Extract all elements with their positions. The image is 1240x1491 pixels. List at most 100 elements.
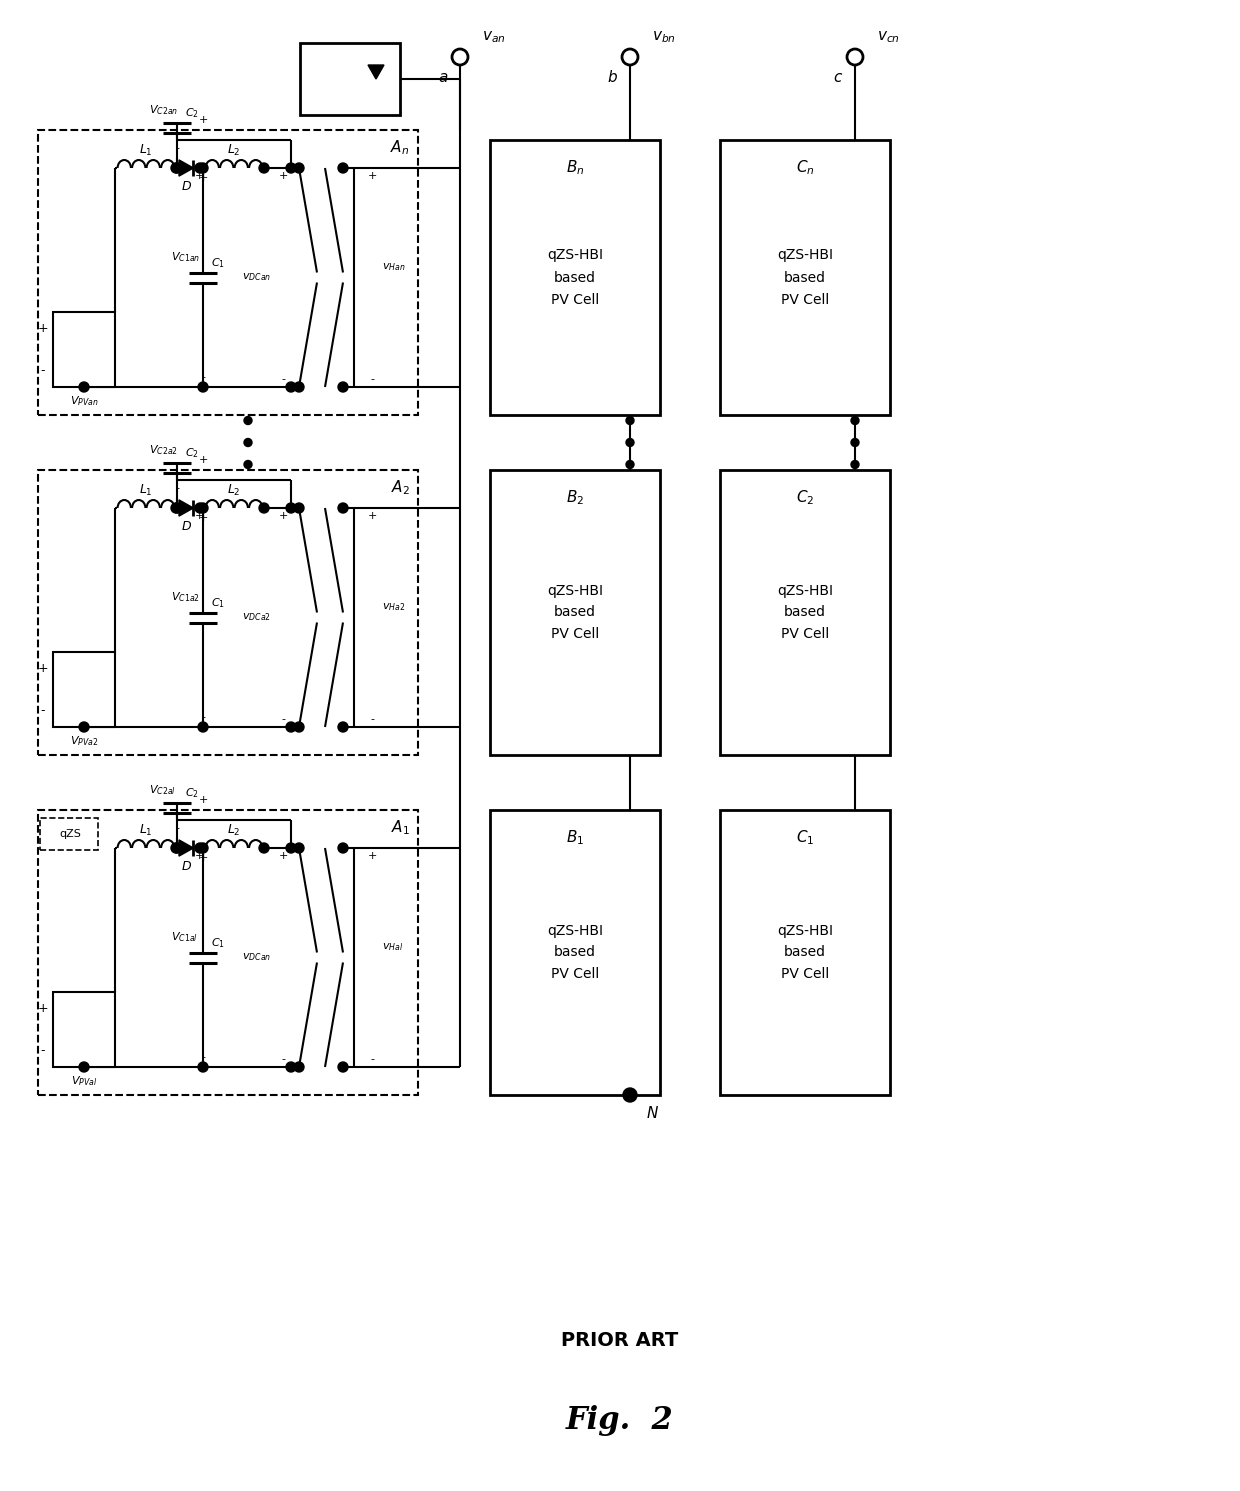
Text: qZS: qZS xyxy=(60,829,81,839)
Circle shape xyxy=(79,1062,89,1072)
Circle shape xyxy=(294,1062,304,1072)
Text: PV Cell: PV Cell xyxy=(781,968,830,981)
Text: +: + xyxy=(367,171,377,180)
Text: $b$: $b$ xyxy=(608,69,618,85)
Text: -: - xyxy=(370,714,374,725)
Circle shape xyxy=(198,382,208,392)
Text: +: + xyxy=(278,851,288,860)
Circle shape xyxy=(172,163,182,173)
Bar xyxy=(720,810,890,1094)
Text: $B_n$: $B_n$ xyxy=(565,158,584,177)
Text: $v_{DCan}$: $v_{DCan}$ xyxy=(242,951,272,963)
Circle shape xyxy=(294,163,304,173)
Text: $B_1$: $B_1$ xyxy=(565,829,584,847)
Text: $V_{PVan}$: $V_{PVan}$ xyxy=(69,394,98,409)
Text: based: based xyxy=(554,605,596,619)
Circle shape xyxy=(339,163,348,173)
Bar xyxy=(490,140,660,414)
Circle shape xyxy=(286,842,296,853)
Circle shape xyxy=(294,722,304,732)
Polygon shape xyxy=(179,499,193,516)
Text: $C_n$: $C_n$ xyxy=(796,158,815,177)
Text: $L_1$: $L_1$ xyxy=(139,483,153,498)
Circle shape xyxy=(172,502,182,513)
Text: PV Cell: PV Cell xyxy=(551,292,599,307)
Text: +: + xyxy=(278,171,288,180)
Polygon shape xyxy=(179,839,193,856)
Text: qZS-HBI: qZS-HBI xyxy=(547,583,603,598)
Circle shape xyxy=(339,722,348,732)
Circle shape xyxy=(626,438,634,446)
Text: $v_{cn}$: $v_{cn}$ xyxy=(877,30,900,45)
Text: $B_2$: $B_2$ xyxy=(565,489,584,507)
Text: -: - xyxy=(201,371,205,382)
Bar xyxy=(490,810,660,1094)
Text: -: - xyxy=(41,704,45,717)
Text: $v_{DCan}$: $v_{DCan}$ xyxy=(242,271,272,283)
Text: $V_{C1an}$: $V_{C1an}$ xyxy=(171,250,200,264)
Text: -: - xyxy=(41,364,45,377)
Bar xyxy=(38,810,418,1094)
Circle shape xyxy=(244,438,252,446)
Circle shape xyxy=(171,502,181,513)
Circle shape xyxy=(339,382,348,392)
Text: -: - xyxy=(175,483,179,494)
Text: $V_{C2al}$: $V_{C2al}$ xyxy=(149,783,176,796)
Text: -: - xyxy=(281,1054,285,1065)
Text: $D$: $D$ xyxy=(181,519,192,532)
Text: qZS-HBI: qZS-HBI xyxy=(777,583,833,598)
Circle shape xyxy=(294,842,304,853)
Text: $V_{PVa2}$: $V_{PVa2}$ xyxy=(69,734,98,748)
Text: $D$: $D$ xyxy=(181,859,192,872)
Text: $N$: $N$ xyxy=(646,1105,658,1121)
Text: $v_{Ha2}$: $v_{Ha2}$ xyxy=(382,601,405,613)
Text: $L_2$: $L_2$ xyxy=(227,143,241,158)
Text: $A_n$: $A_n$ xyxy=(391,139,409,158)
Text: PV Cell: PV Cell xyxy=(551,628,599,641)
Text: $C_1$: $C_1$ xyxy=(211,596,224,610)
Text: +: + xyxy=(195,851,203,860)
Text: -: - xyxy=(41,1044,45,1057)
Circle shape xyxy=(294,382,304,392)
Text: $c$: $c$ xyxy=(833,70,843,85)
Circle shape xyxy=(339,1062,348,1072)
Text: qZS-HBI: qZS-HBI xyxy=(547,923,603,938)
Text: $A_1$: $A_1$ xyxy=(391,819,409,838)
Bar xyxy=(38,130,418,414)
Text: $A_2$: $A_2$ xyxy=(391,479,409,498)
Text: $V_{C1al}$: $V_{C1al}$ xyxy=(171,930,198,944)
Text: based: based xyxy=(784,605,826,619)
Text: +: + xyxy=(37,322,48,335)
Text: +: + xyxy=(367,851,377,860)
Text: -: - xyxy=(201,713,205,722)
Text: $C_2$: $C_2$ xyxy=(796,489,815,507)
Circle shape xyxy=(198,722,208,732)
Text: qZS-HBI: qZS-HBI xyxy=(777,249,833,262)
Circle shape xyxy=(286,382,296,392)
Circle shape xyxy=(286,1062,296,1072)
Bar xyxy=(490,470,660,754)
Circle shape xyxy=(286,502,296,513)
Text: +: + xyxy=(278,511,288,520)
Circle shape xyxy=(259,842,269,853)
Text: $v_{bn}$: $v_{bn}$ xyxy=(652,30,676,45)
Text: -: - xyxy=(281,714,285,725)
Text: based: based xyxy=(784,945,826,960)
Text: $C_2$: $C_2$ xyxy=(185,106,198,119)
Text: PV Cell: PV Cell xyxy=(551,968,599,981)
Text: PV Cell: PV Cell xyxy=(781,628,830,641)
Text: $L_2$: $L_2$ xyxy=(227,483,241,498)
Circle shape xyxy=(851,461,859,468)
Circle shape xyxy=(244,461,252,468)
Bar xyxy=(53,992,115,1068)
Circle shape xyxy=(79,722,89,732)
Bar xyxy=(300,43,401,115)
Text: -: - xyxy=(175,823,179,833)
Text: $a$: $a$ xyxy=(438,70,448,85)
Text: -: - xyxy=(201,1053,205,1062)
Text: $C_1$: $C_1$ xyxy=(796,829,815,847)
Text: $C_1$: $C_1$ xyxy=(211,936,224,950)
Text: $D$: $D$ xyxy=(181,179,192,192)
Text: $v_{DCa2}$: $v_{DCa2}$ xyxy=(242,611,272,623)
Circle shape xyxy=(851,438,859,446)
